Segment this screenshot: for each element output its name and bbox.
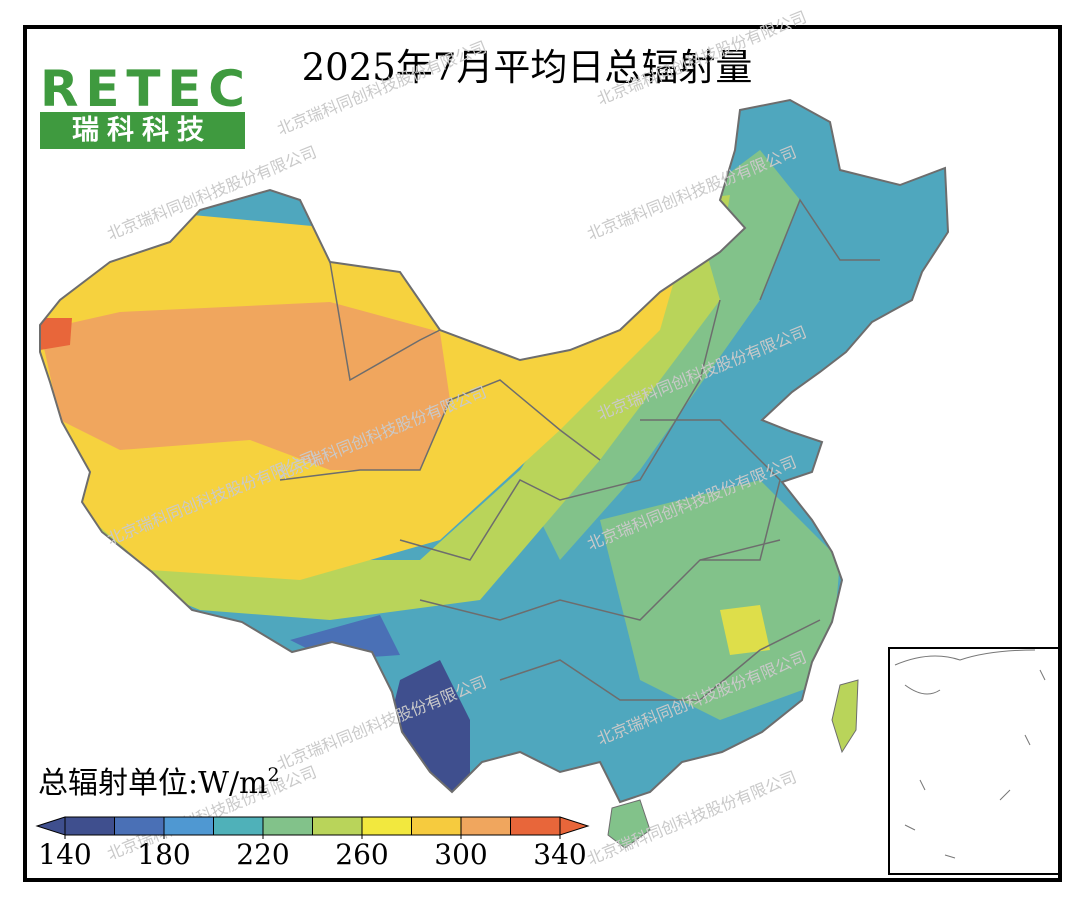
colorbar-segment — [510, 816, 561, 836]
inset-lines — [894, 649, 1046, 859]
legend-label: 总辐射单位:W/m2 — [38, 764, 280, 801]
colorbar-segment — [312, 816, 363, 836]
map-title: 2025年7月平均日总辐射量 — [302, 46, 753, 89]
colorbar-segment — [460, 816, 511, 836]
logo: RETEC 瑞科科技 — [40, 60, 245, 149]
colorbar: 140 180 220 260 300 340 — [35, 816, 590, 871]
colorbar-segment — [163, 816, 214, 836]
legend-superscript: 2 — [268, 764, 280, 786]
legend-unit: 总辐射单位:W/m — [38, 766, 268, 801]
south-china-sea-inset — [888, 647, 1060, 875]
colorbar-tick-label: 220 — [236, 838, 289, 871]
colorbar-tick-label: 340 — [533, 838, 586, 871]
colorbar-segment — [361, 816, 412, 836]
colorbar-segment — [114, 816, 165, 836]
colorbar-segment — [64, 816, 115, 836]
colorbar-tick-label: 300 — [434, 838, 487, 871]
colorbar-segment — [213, 816, 264, 836]
colorbar-tick-label: 180 — [137, 838, 190, 871]
colorbar-extend-high — [559, 816, 590, 836]
taiwan — [831, 679, 859, 754]
colorbar-segment — [262, 816, 313, 836]
colorbar-segment — [411, 816, 462, 836]
logo-brand: RETEC — [40, 60, 245, 118]
hainan — [607, 799, 651, 849]
province-borders — [279, 198, 880, 701]
country-outline — [39, 98, 950, 804]
colorbar-extend-low — [35, 816, 66, 836]
logo-name: 瑞科科技 — [72, 115, 212, 146]
colorbar-tick-label: 260 — [335, 838, 388, 871]
colorbar-tick-label: 140 — [38, 838, 91, 871]
